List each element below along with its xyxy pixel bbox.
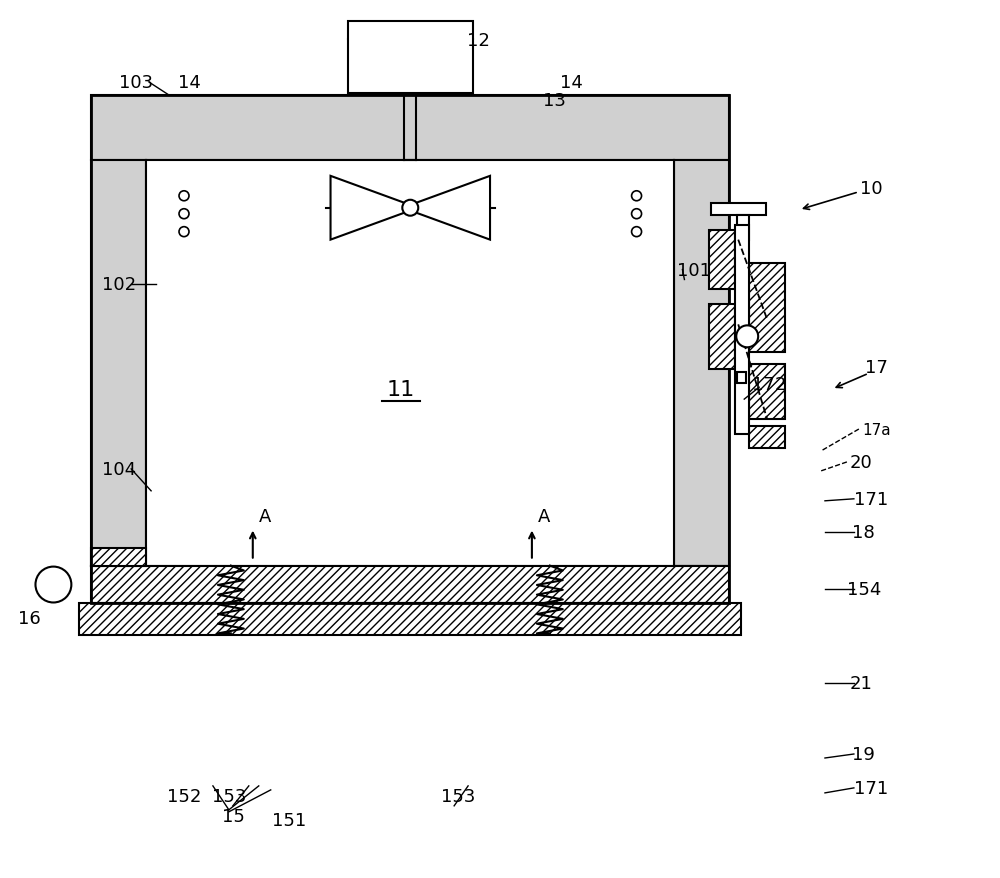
Bar	[737, 373, 746, 384]
Text: 171: 171	[854, 779, 888, 797]
Circle shape	[402, 200, 418, 217]
Text: 13: 13	[543, 92, 566, 110]
Text: 20: 20	[849, 453, 872, 471]
Text: 21: 21	[849, 674, 872, 693]
Text: 171: 171	[854, 490, 888, 508]
Circle shape	[632, 210, 642, 220]
Bar	[711, 204, 766, 215]
Text: 16: 16	[18, 609, 41, 628]
Text: 17: 17	[865, 359, 888, 377]
Bar	[735, 226, 749, 435]
Circle shape	[35, 567, 71, 603]
Bar	[749, 365, 785, 420]
Bar	[749, 427, 785, 449]
Bar	[91, 96, 729, 161]
Text: 19: 19	[852, 745, 875, 763]
Text: 104: 104	[102, 460, 136, 479]
Text: A: A	[538, 507, 550, 525]
Bar	[737, 215, 749, 241]
Circle shape	[179, 227, 189, 237]
Bar	[91, 96, 729, 604]
Text: 101: 101	[677, 262, 711, 279]
Bar	[79, 604, 741, 636]
Text: 17a: 17a	[862, 422, 891, 437]
Polygon shape	[331, 176, 404, 241]
Text: 151: 151	[272, 811, 306, 829]
Text: 10: 10	[860, 180, 882, 198]
Bar	[146, 161, 674, 566]
Bar	[709, 230, 735, 290]
Circle shape	[179, 191, 189, 202]
Text: 12: 12	[467, 32, 490, 50]
Polygon shape	[416, 176, 490, 241]
Circle shape	[736, 326, 758, 348]
Bar	[749, 263, 785, 353]
Text: 102: 102	[102, 277, 136, 294]
Text: 11: 11	[386, 379, 414, 399]
Circle shape	[179, 210, 189, 220]
Text: 18: 18	[852, 523, 875, 541]
Text: 15: 15	[222, 807, 245, 824]
Circle shape	[632, 191, 642, 202]
Text: 153: 153	[212, 787, 246, 805]
Bar	[348, 22, 473, 94]
Circle shape	[632, 227, 642, 237]
Text: 154: 154	[847, 579, 881, 598]
Bar	[709, 305, 735, 370]
Bar	[674, 161, 729, 566]
Bar	[91, 161, 146, 566]
Text: 14: 14	[178, 74, 200, 92]
Text: 153: 153	[441, 787, 475, 805]
Bar	[91, 566, 729, 604]
Text: 172: 172	[752, 376, 786, 393]
Bar	[91, 548, 146, 566]
Text: A: A	[259, 507, 271, 525]
Text: 14: 14	[560, 74, 583, 92]
Text: 152: 152	[167, 787, 201, 805]
Text: 103: 103	[119, 74, 153, 92]
